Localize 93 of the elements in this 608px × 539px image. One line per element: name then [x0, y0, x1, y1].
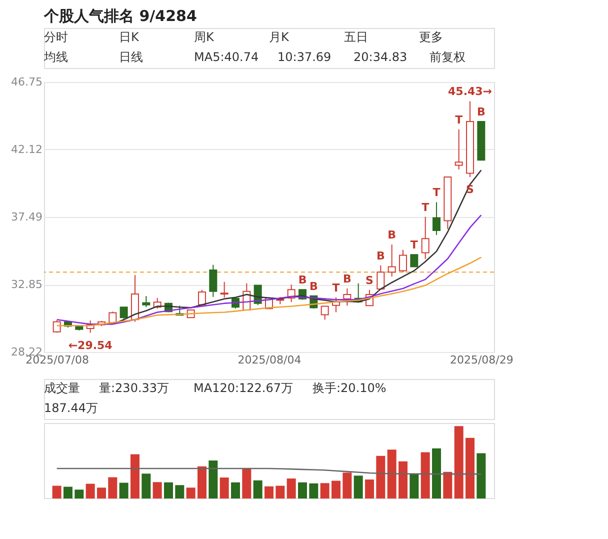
bar: [130, 454, 140, 498]
bar: [74, 490, 84, 498]
bar: [298, 482, 308, 498]
text: 前复权: [430, 50, 466, 64]
candlestick: [454, 128, 463, 170]
candlestick: [198, 290, 206, 306]
bar: [264, 486, 274, 498]
candlestick: [142, 296, 150, 308]
bar: [320, 483, 330, 498]
annotation: B: [309, 280, 318, 293]
text: 均线: [43, 50, 68, 64]
bar: [208, 460, 218, 498]
annotation: B: [376, 249, 385, 262]
candlestick: [209, 264, 218, 298]
candlestick: [343, 288, 352, 306]
annotation: B: [342, 272, 352, 286]
bar: [342, 472, 352, 498]
y-tick-label: 37.49: [11, 210, 42, 224]
bar: [86, 484, 95, 498]
x-tick-label: 2025/08/04: [238, 354, 302, 366]
bar: [142, 474, 151, 498]
annotation: B: [476, 105, 486, 118]
bar: [220, 478, 229, 498]
candlestick: [220, 281, 228, 298]
candlestick: [320, 306, 329, 320]
bar: [365, 480, 374, 498]
chart-title: 个股人气排名 9/4284: [43, 7, 197, 25]
text: 20:34.83: [354, 50, 408, 64]
bar: [420, 452, 430, 498]
y-tick-label: 32.85: [11, 278, 42, 292]
text: 分时: [44, 30, 68, 44]
text: 日线: [119, 50, 143, 64]
annotation: T: [422, 200, 430, 214]
candlestick: [388, 244, 396, 278]
candlestick: [52, 320, 61, 334]
candlestick: [421, 216, 430, 260]
text: 日K: [119, 30, 140, 44]
candlestick: [399, 249, 408, 273]
text: MA5:40.74: [194, 50, 259, 64]
candlestick: [432, 202, 441, 236]
bar: [175, 485, 184, 498]
bar: [230, 482, 240, 498]
bar: [332, 480, 341, 498]
annotation: 45.43→: [448, 85, 492, 98]
text: 187.44万: [44, 401, 98, 415]
annotation: B: [388, 228, 396, 242]
text: 周K: [194, 30, 215, 44]
candlestick: [120, 306, 128, 320]
candlestick: [376, 264, 385, 290]
text: 五日: [344, 30, 368, 44]
y-tick-label: 42.12: [11, 142, 42, 156]
candlestick: [410, 254, 418, 268]
y-tick-label: 46.75: [11, 76, 42, 88]
text: 月K: [269, 30, 290, 44]
bar: [466, 438, 475, 498]
annotation: T: [332, 281, 340, 294]
text: 换手:20.10%: [312, 381, 386, 395]
bar: [443, 472, 452, 498]
bar: [96, 488, 106, 498]
text: MA120:122.67万: [194, 381, 293, 395]
text: 10:37.69: [278, 50, 332, 64]
line-series: [112, 170, 482, 325]
bar: [286, 478, 296, 498]
bar: [410, 474, 419, 498]
bar: [354, 476, 363, 498]
bar: [376, 456, 386, 498]
text: 成交量: [44, 381, 80, 395]
text: 更多: [419, 30, 443, 44]
annotation: T: [410, 238, 418, 252]
annotation: T: [432, 186, 441, 200]
bar: [476, 453, 486, 498]
bar: [63, 486, 72, 498]
bar: [454, 426, 464, 498]
bar: [253, 480, 262, 498]
bar: [108, 477, 118, 498]
bar: [309, 483, 318, 498]
bar: [398, 461, 408, 498]
annotation: S: [366, 274, 374, 287]
text: 量:230.33万: [99, 381, 170, 395]
bar: [52, 486, 62, 498]
bar: [242, 468, 252, 498]
bar: [186, 488, 196, 498]
bar: [119, 482, 128, 498]
annotation: ←29.54: [68, 338, 113, 352]
bar: [152, 482, 162, 498]
bar: [197, 466, 206, 498]
x-tick-label: 2025/08/29: [450, 354, 514, 366]
annotation: T: [455, 113, 464, 126]
bar: [276, 486, 285, 498]
bar: [387, 450, 396, 498]
bar: [164, 482, 173, 498]
bar: [432, 448, 442, 498]
annotation: B: [298, 274, 307, 287]
